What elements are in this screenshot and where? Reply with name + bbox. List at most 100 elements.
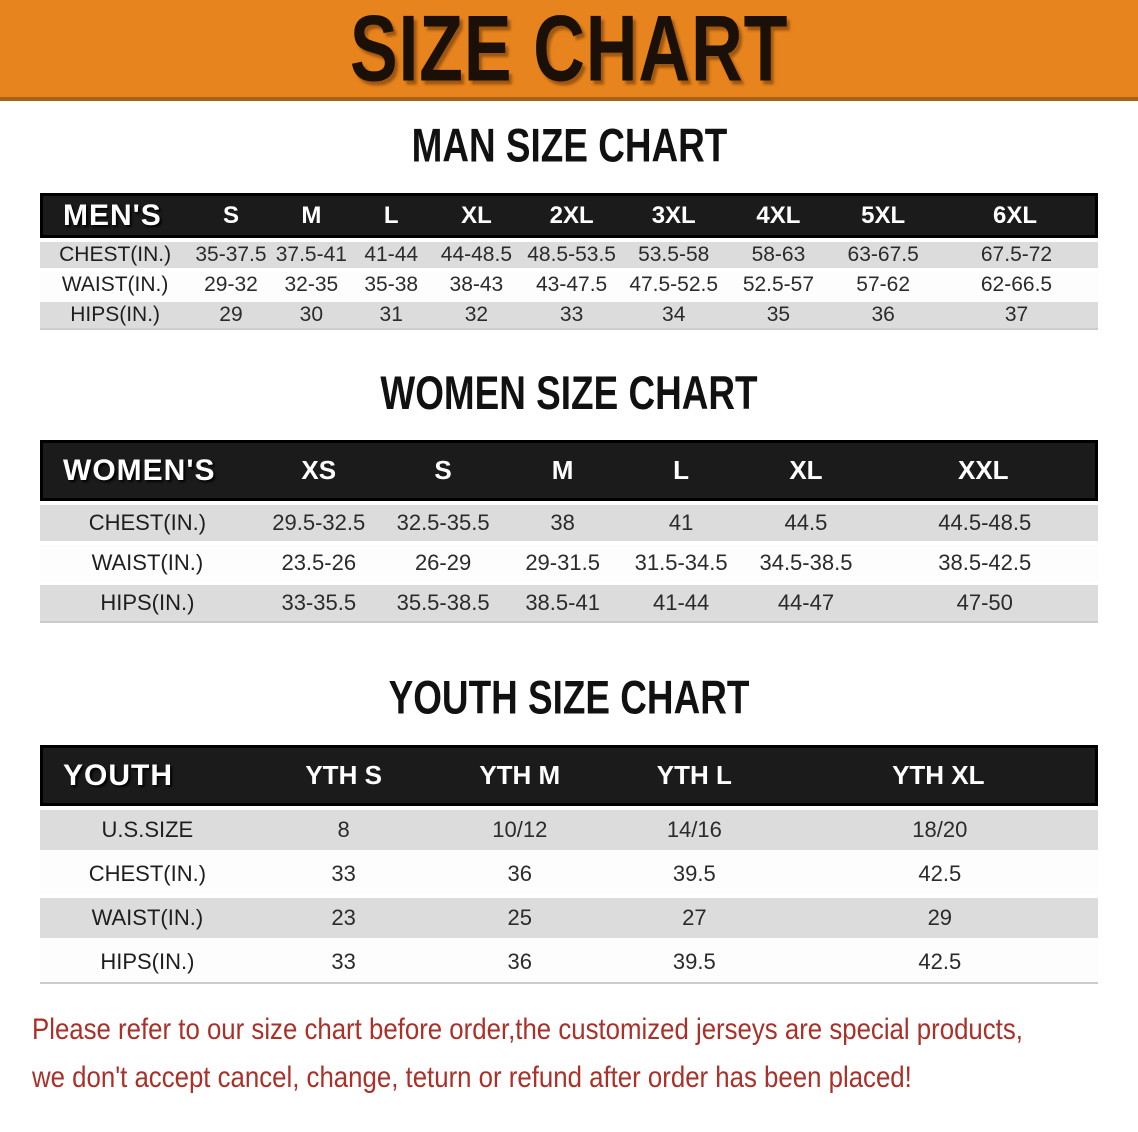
men-size-value-cell: 67.5-72 [935,238,1098,268]
youth-size-column-header: YTH M [432,745,608,806]
youth-size-value-cell: 42.5 [781,850,1098,894]
women-size-value-cell: 38 [503,501,622,541]
men-size-value-cell: 31 [351,298,432,328]
youth-size-value-cell: 18/20 [781,806,1098,850]
disclaimer-line-2: we don't accept cancel, change, teturn o… [32,1054,1138,1102]
women-size-column-header: XS [254,440,383,501]
women-size-value-cell: 33-35.5 [254,581,383,621]
women-size-column-header: XXL [871,440,1098,501]
men-size-value-cell: 41-44 [351,238,432,268]
men-group-label: MEN'S [40,193,191,238]
women-size-value-cell: 26-29 [382,541,504,581]
women-size-value-cell: 23.5-26 [254,541,383,581]
men-size-table: MEN'S S M L XL 2XL 3XL 4XL 5XL 6XL CHEST(IN.) 35-… [40,193,1098,330]
youth-table-head: YOUTH YTH S YTH M YTH L YTH XL [40,745,1098,806]
women-size-column-header: S [382,440,504,501]
men-size-value-cell: 62-66.5 [935,268,1098,298]
youth-size-section: YOUTH SIZE CHART YOUTH YTH S YTH M YTH L YT… [0,670,1138,984]
women-size-section: WOMEN SIZE CHART WOMEN'S XS S M L XL XXL CHES… [0,365,1138,623]
youth-measurement-row: HIPS(IN.) 33 36 39.5 42.5 [40,938,1098,982]
men-size-value-cell: 52.5-57 [725,268,832,298]
youth-row-label: HIPS(IN.) [40,938,255,982]
women-section-heading-text: WOMEN SIZE CHART [380,365,758,420]
men-size-value-cell: 43-47.5 [521,268,622,298]
women-size-table: WOMEN'S XS S M L XL XXL CHEST(IN.) 29.5-32.5 32… [40,440,1098,623]
men-size-column-header: 4XL [725,193,832,238]
women-measurement-row: WAIST(IN.) 23.5-26 26-29 29-31.5 31.5-34.5 34… [40,541,1098,581]
youth-size-table: YOUTH YTH S YTH M YTH L YTH XL U.S.SIZE 8 10/… [40,745,1098,984]
men-size-value-cell: 35-37.5 [190,238,272,268]
men-size-value-cell: 36 [831,298,935,328]
youth-size-value-cell: 33 [254,938,433,982]
men-size-value-cell: 33 [521,298,622,328]
women-table-body: CHEST(IN.) 29.5-32.5 32.5-35.5 38 41 44.5 44.5… [40,501,1098,621]
men-table-body: CHEST(IN.) 35-37.5 37.5-41 41-44 44-48.5 48.5… [40,238,1098,328]
women-size-value-cell: 34.5-38.5 [740,541,872,581]
youth-size-value-cell: 23 [254,894,433,938]
men-size-value-cell: 29 [190,298,272,328]
men-row-label: CHEST(IN.) [40,238,191,268]
men-size-column-header: S [190,193,272,238]
youth-measurement-row: CHEST(IN.) 33 36 39.5 42.5 [40,850,1098,894]
men-table-head: MEN'S S M L XL 2XL 3XL 4XL 5XL 6XL [40,193,1098,238]
women-size-value-cell: 41-44 [621,581,741,621]
men-measurement-row: CHEST(IN.) 35-37.5 37.5-41 41-44 44-48.5 48.5… [40,238,1098,268]
youth-size-value-cell: 29 [781,894,1098,938]
women-size-value-cell: 41 [621,501,741,541]
women-size-value-cell: 32.5-35.5 [382,501,504,541]
men-size-value-cell: 53.5-58 [621,238,726,268]
women-measurement-row: HIPS(IN.) 33-35.5 35.5-38.5 38.5-41 41-44 44-… [40,581,1098,621]
youth-table-body: U.S.SIZE 8 10/12 14/16 18/20 CHEST(IN.) 33 36 39… [40,806,1098,982]
youth-size-value-cell: 33 [254,850,433,894]
youth-group-label: YOUTH [40,745,255,806]
men-size-value-cell: 44-48.5 [431,238,522,268]
disclaimer-line-1: Please refer to our size chart before or… [32,1006,1138,1054]
youth-size-value-cell: 36 [432,938,608,982]
women-size-value-cell: 38.5-41 [503,581,622,621]
women-table-head: WOMEN'S XS S M L XL XXL [40,440,1098,501]
men-section-heading-text: MAN SIZE CHART [411,118,727,173]
youth-size-value-cell: 42.5 [781,938,1098,982]
youth-section-heading-text: YOUTH SIZE CHART [388,670,750,725]
youth-measurement-row: U.S.SIZE 8 10/12 14/16 18/20 [40,806,1098,850]
women-size-value-cell: 47-50 [871,581,1098,621]
disclaimer: Please refer to our size chart before or… [0,1006,1138,1102]
men-size-value-cell: 35 [725,298,832,328]
men-row-label: HIPS(IN.) [40,298,191,328]
women-size-value-cell: 31.5-34.5 [621,541,741,581]
women-section-heading: WOMEN SIZE CHART [0,365,1138,420]
youth-size-value-cell: 36 [432,850,608,894]
women-group-label: WOMEN'S [40,440,255,501]
men-measurement-row: HIPS(IN.) 29 30 31 32 33 34 35 36 37 [40,298,1098,328]
men-size-value-cell: 32 [431,298,522,328]
youth-size-value-cell: 39.5 [607,938,782,982]
women-size-column-header: XL [740,440,872,501]
women-table-header-row: WOMEN'S XS S M L XL XXL [40,440,1098,501]
men-size-column-header: 2XL [521,193,622,238]
men-size-value-cell: 38-43 [431,268,522,298]
men-size-value-cell: 32-35 [271,268,352,298]
men-size-value-cell: 58-63 [725,238,832,268]
youth-table-header-row: YOUTH YTH S YTH M YTH L YTH XL [40,745,1098,806]
youth-row-label: WAIST(IN.) [40,894,255,938]
men-size-value-cell: 34 [621,298,726,328]
women-size-value-cell: 29.5-32.5 [254,501,383,541]
men-measurement-row: WAIST(IN.) 29-32 32-35 35-38 38-43 43-47.5 47.… [40,268,1098,298]
women-size-value-cell: 44-47 [740,581,872,621]
youth-section-heading: YOUTH SIZE CHART [0,670,1138,725]
youth-row-label: U.S.SIZE [40,806,255,850]
youth-size-column-header: YTH L [607,745,782,806]
men-size-value-cell: 57-62 [831,268,935,298]
men-size-column-header: L [351,193,432,238]
men-size-column-header: 6XL [935,193,1098,238]
men-size-value-cell: 63-67.5 [831,238,935,268]
men-size-column-header: 3XL [621,193,726,238]
women-row-label: WAIST(IN.) [40,541,255,581]
youth-size-value-cell: 8 [254,806,433,850]
women-measurement-row: CHEST(IN.) 29.5-32.5 32.5-35.5 38 41 44.5 44.5… [40,501,1098,541]
men-size-value-cell: 35-38 [351,268,432,298]
women-size-value-cell: 44.5 [740,501,872,541]
youth-measurement-row: WAIST(IN.) 23 25 27 29 [40,894,1098,938]
banner: SIZE CHART [0,0,1138,101]
